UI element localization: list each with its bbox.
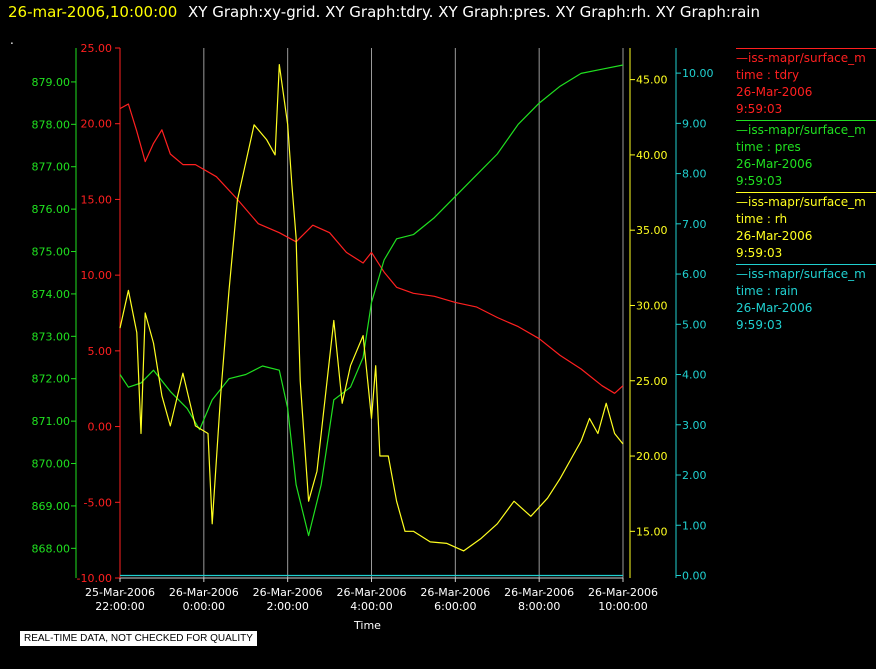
legend-source: —iss-mapr/surface_m [736,123,866,137]
rh-tick-label: 25.00 [636,375,668,388]
legend-entry-rh: —iss-mapr/surface_m time : rh 26-Mar-200… [736,192,876,264]
rh-tick-label: 15.00 [636,525,668,538]
legend-time: 9:59:03 [736,102,783,116]
rain-tick-label: 10.00 [682,67,714,80]
x-tick-time: 4:00:00 [350,600,392,613]
tdry-tick-label: 15.00 [81,193,113,206]
graph-titles: XY Graph:xy-grid. XY Graph:tdry. XY Grap… [188,3,760,21]
series-line-pres [119,64,624,537]
legend-time: 9:59:03 [736,318,783,332]
pres-tick-label: 873.00 [32,330,71,343]
tdry-tick-label: 25.00 [81,42,113,55]
rh-tick-label: 20.00 [636,450,668,463]
tdry-tick-label: -5.00 [84,496,112,509]
rain-tick-label: 8.00 [682,168,707,181]
x-tick-time: 6:00:00 [434,600,476,613]
legend-time: 9:59:03 [736,174,783,188]
tdry-tick-label: 20.00 [81,118,113,131]
x-axis-label: Time [353,619,381,632]
timestamp: 26-mar-2006,10:00:00 [8,3,178,21]
legend-entry-tdry: —iss-mapr/surface_m time : tdry 26-Mar-2… [736,48,876,120]
rain-tick-label: 7.00 [682,218,707,231]
pres-tick-label: 870.00 [32,458,71,471]
legend-source: —iss-mapr/surface_m [736,195,866,209]
chart-header: 26-mar-2006,10:00:00 XY Graph:xy-grid. X… [8,3,760,21]
pres-tick-label: 872.00 [32,373,71,386]
tdry-tick-label: 5.00 [88,345,113,358]
rain-tick-label: 1.00 [682,519,707,532]
rh-tick-label: 30.00 [636,299,668,312]
legend-date: 26-Mar-2006 [736,301,813,315]
x-tick-date: 26-Mar-2006 [169,586,239,599]
dot-mark: . [10,33,14,47]
rain-tick-label: 4.00 [682,369,707,382]
series-line-rh [119,63,624,552]
rain-tick-label: 9.00 [682,117,707,130]
legend-entry-rain: —iss-mapr/surface_m time : rain 26-Mar-2… [736,264,876,336]
legend-date: 26-Mar-2006 [736,157,813,171]
legend-series: time : pres [736,140,801,154]
legend-time: 9:59:03 [736,246,783,260]
legend-series: time : tdry [736,68,800,82]
x-tick-date: 26-Mar-2006 [588,586,658,599]
legend-source: —iss-mapr/surface_m [736,51,866,65]
pres-tick-label: 874.00 [32,288,71,301]
pres-tick-label: 868.00 [32,542,71,555]
x-tick-date: 26-Mar-2006 [420,586,490,599]
x-tick-time: 10:00:00 [598,600,647,613]
legend-series: time : rain [736,284,799,298]
x-tick-time: 22:00:00 [95,600,144,613]
tdry-tick-label: 0.00 [88,421,113,434]
pres-tick-label: 869.00 [32,500,71,513]
tdry-tick-label: -10.00 [77,572,112,585]
legend-entry-pres: —iss-mapr/surface_m time : pres 26-Mar-2… [736,120,876,192]
rain-tick-label: 5.00 [682,318,707,331]
legend-source: —iss-mapr/surface_m [736,267,866,281]
tdry-tick-label: 10.00 [81,269,113,282]
x-tick-date: 26-Mar-2006 [253,586,323,599]
rh-tick-label: 45.00 [636,74,668,87]
legend: —iss-mapr/surface_m time : tdry 26-Mar-2… [736,48,876,336]
pres-tick-label: 871.00 [32,415,71,428]
pres-tick-label: 876.00 [32,203,71,216]
rain-tick-label: 2.00 [682,469,707,482]
legend-date: 26-Mar-2006 [736,85,813,99]
pres-tick-label: 875.00 [32,246,71,259]
x-tick-time: 0:00:00 [183,600,225,613]
series-line-tdry [119,103,624,394]
x-tick-date: 26-Mar-2006 [504,586,574,599]
pres-tick-label: 878.00 [32,118,71,131]
pres-tick-label: 879.00 [32,76,71,89]
rh-tick-label: 35.00 [636,224,668,237]
rain-tick-label: 0.00 [682,569,707,582]
x-tick-time: 2:00:00 [266,600,308,613]
legend-date: 26-Mar-2006 [736,229,813,243]
x-tick-time: 8:00:00 [518,600,560,613]
quality-warning: REAL-TIME DATA, NOT CHECKED FOR QUALITY [20,631,257,646]
legend-series: time : rh [736,212,788,226]
x-tick-date: 25-Mar-2006 [85,586,155,599]
x-tick-date: 26-Mar-2006 [337,586,407,599]
rain-tick-label: 3.00 [682,419,707,432]
pres-tick-label: 877.00 [32,161,71,174]
rain-tick-label: 6.00 [682,268,707,281]
rh-tick-label: 40.00 [636,149,668,162]
